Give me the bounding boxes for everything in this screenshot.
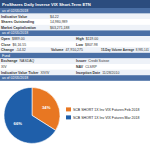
legend-swatch	[66, 115, 71, 119]
background	[0, 0, 150, 150]
legend-entry: SCB SHORT 1X Inv VIX Futures Feb 2018	[73, 108, 139, 112]
cell-value: Credit Suisse	[88, 59, 109, 63]
cell-key: Issuer	[76, 59, 87, 63]
table-row	[0, 64, 150, 70]
section-label: as of 02/05/2018	[2, 76, 28, 80]
chart: ProShares Daily Inverse VIX Short-Term E…	[0, 0, 150, 150]
table-row	[0, 25, 150, 31]
cell-key: Indicative Value	[1, 15, 27, 19]
cell-key: Open	[1, 37, 10, 41]
cell-value: 14,980,989	[50, 20, 68, 24]
cell-key: Volume	[51, 48, 63, 52]
cell-key: Market Capitalization	[1, 26, 36, 30]
cell-value: $889.00	[12, 37, 25, 41]
data-label: 66%	[14, 121, 23, 126]
cell-value: $807.98	[85, 43, 98, 47]
cell-value: 8,985,141	[136, 48, 149, 52]
cell-value: $119.00	[86, 37, 98, 41]
cell-key: NAV	[76, 65, 84, 69]
data-label: 34%	[42, 105, 51, 110]
table-row	[0, 19, 150, 25]
cell-value: $4.22	[50, 15, 59, 19]
cell-value: XIVIV	[40, 71, 50, 75]
cell-key: Indicative Value Ticker	[1, 71, 39, 75]
legend-entry: SCB SHORT 1X Inv VIX Futures Mar 2018	[73, 116, 139, 120]
table-row	[0, 47, 150, 53]
section-header	[0, 53, 150, 59]
section-label: as of 02/05/2018	[2, 9, 28, 13]
cell-value: 11/28/2010	[102, 71, 119, 75]
table-row	[0, 36, 150, 42]
cell-value: $6,16.55	[13, 43, 27, 47]
cell-key: Change	[1, 48, 14, 52]
cell-key: High	[76, 37, 84, 41]
cell-key: Low	[76, 43, 83, 47]
legend-swatch	[66, 107, 71, 111]
section-label: as of 02/05/2018	[2, 31, 28, 35]
pie	[4, 87, 60, 143]
cell-key: Shares Outstanding	[1, 20, 34, 24]
table-row	[0, 14, 150, 20]
pie-slice	[4, 87, 56, 143]
section-header	[0, 30, 150, 36]
cell-key: 15-Day Volume Average	[101, 48, 134, 52]
cell-value: CLSRP	[85, 65, 97, 69]
table-row	[0, 70, 150, 76]
cell-value: $63,271,188	[50, 26, 70, 30]
section-label: Fund	[2, 54, 10, 58]
cell-value: 47,910,275	[65, 48, 83, 52]
table-row	[0, 42, 150, 48]
title: ProShares Daily Inverse VIX Short-Term E…	[2, 2, 91, 7]
title-bar	[0, 0, 150, 8]
cell-value: XIV	[1, 65, 7, 69]
cell-value: -14.32	[16, 48, 26, 52]
cell-key: Close	[1, 43, 11, 47]
table-row	[0, 58, 150, 64]
cell-key: Exchange	[1, 59, 18, 63]
cell-key: Inception Date	[76, 71, 100, 75]
section-header	[0, 75, 150, 81]
legend: SCB SHORT 1X Inv VIX Futures Feb 2018 SCB…	[66, 107, 139, 119]
cell-value: NASDAQ	[20, 59, 35, 63]
section-header	[0, 8, 150, 14]
